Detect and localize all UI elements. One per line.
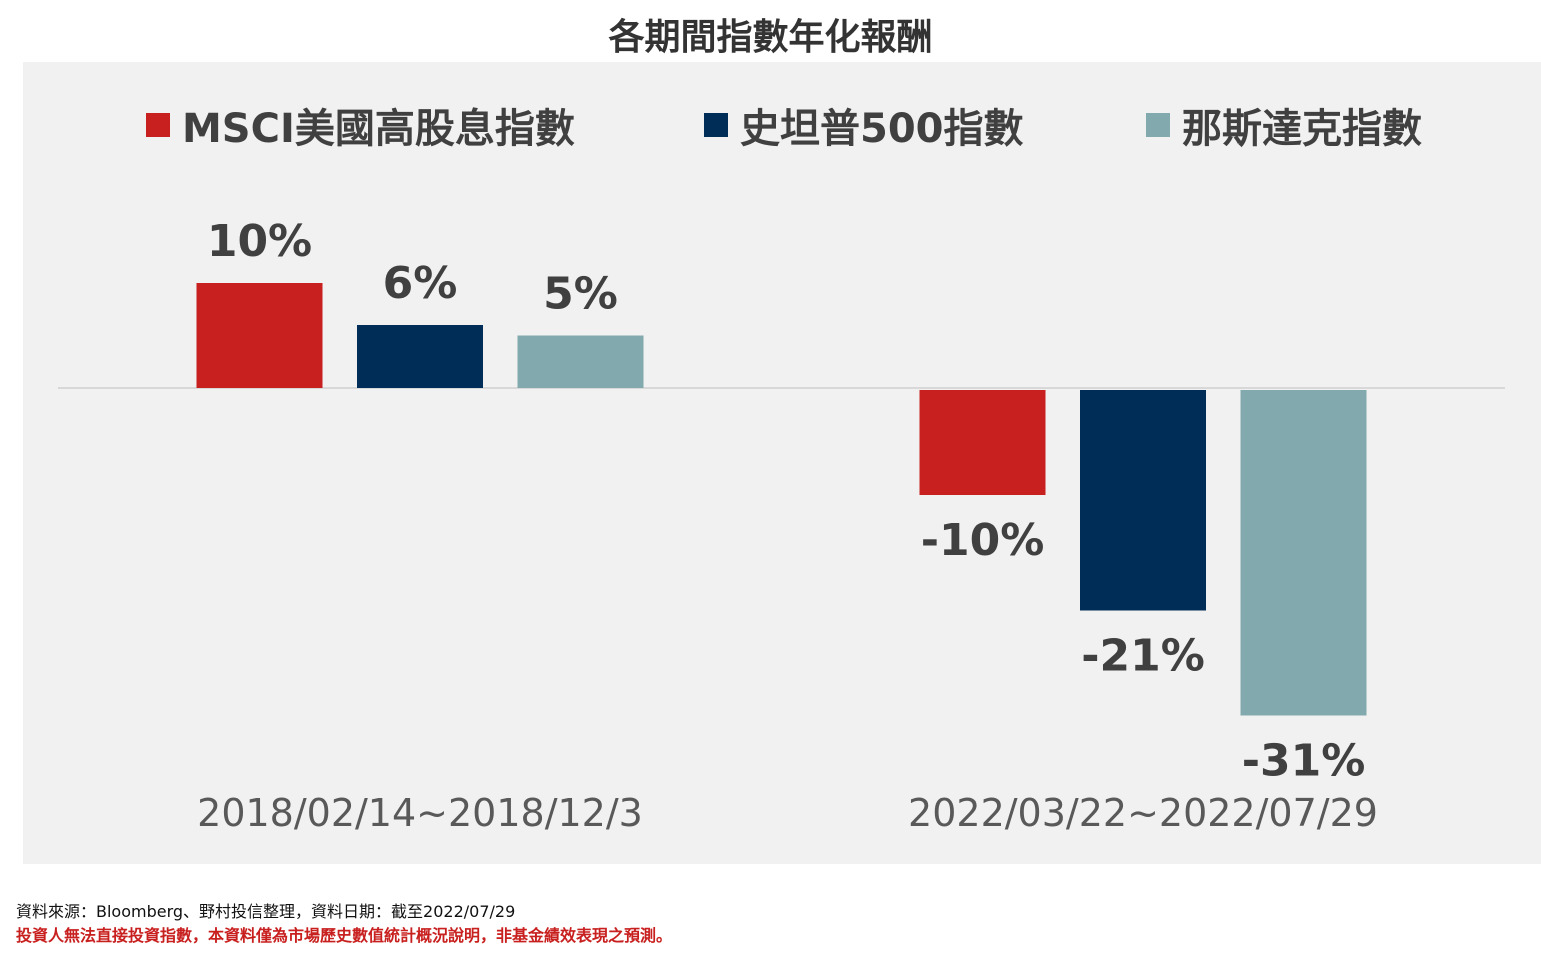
bar-series1-cat1: [1080, 390, 1206, 611]
legend-swatch-msci: [146, 113, 170, 137]
x-tick-label-0: 2018/02/14~2018/12/3: [197, 791, 643, 835]
data-label-series1-cat1: -21%: [1081, 631, 1205, 682]
legend: MSCI美國高股息指數 史坦普500指數 那斯達克指數: [0, 95, 1541, 155]
legend-item-sp500: 史坦普500指數: [704, 95, 1024, 155]
data-label-series2-cat0: 5%: [543, 269, 618, 320]
data-label-series0-cat1: -10%: [921, 515, 1045, 566]
legend-item-msci: MSCI美國高股息指數: [146, 95, 575, 155]
chart-title: 各期間指數年化報酬: [608, 17, 933, 58]
data-label-series0-cat0: 10%: [207, 216, 312, 267]
bar-series2-cat0: [517, 335, 644, 388]
data-label-series2-cat1: -31%: [1242, 736, 1366, 787]
source-note: 資料來源：Bloomberg、野村投信整理，資料日期：截至2022/07/29: [16, 902, 516, 921]
data-label-series1-cat0: 6%: [383, 258, 458, 309]
legend-item-nasdaq: 那斯達克指數: [1146, 95, 1422, 155]
bar-series0-cat1: [919, 390, 1046, 495]
bar-series0-cat0: [196, 283, 323, 388]
legend-swatch-sp500: [704, 113, 728, 137]
x-tick-label-1: 2022/03/22~2022/07/29: [908, 791, 1378, 835]
legend-swatch-nasdaq: [1146, 113, 1170, 137]
bar-series1-cat0: [357, 325, 483, 388]
disclaimer-note: 投資人無法直接投資指數，本資料僅為市場歷史數值統計概況說明，非基金績效表現之預測…: [16, 926, 673, 945]
legend-label-msci: MSCI美國高股息指數: [182, 106, 575, 152]
legend-label-sp500: 史坦普500指數: [740, 106, 1024, 152]
bar-series2-cat1: [1240, 390, 1367, 716]
legend-label-nasdaq: 那斯達克指數: [1182, 106, 1422, 152]
